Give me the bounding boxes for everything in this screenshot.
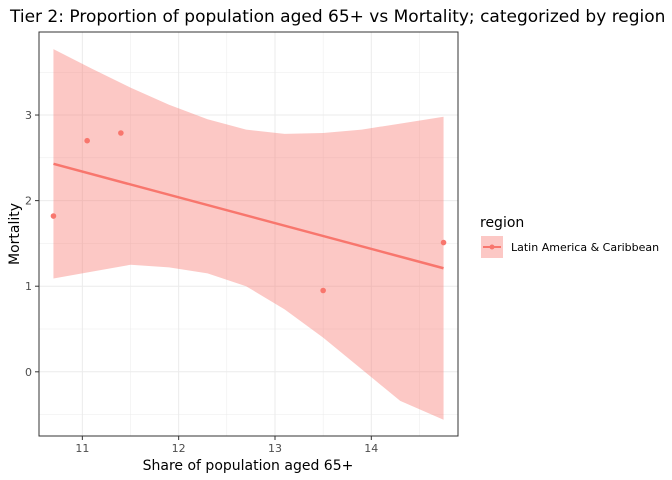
data-point	[118, 130, 124, 136]
y-axis-title: Mortality	[7, 203, 23, 265]
y-tick-label: 1	[25, 280, 32, 293]
trend-line	[53, 162, 444, 270]
minor-grid	[39, 32, 458, 436]
x-axis-title: Share of population aged 65+	[143, 458, 354, 474]
data-point	[50, 213, 57, 219]
legend-label: Latin America & Caribbean	[511, 241, 659, 254]
data-point	[440, 239, 447, 246]
y-tick-label: 2	[25, 195, 32, 208]
chart-title: Tier 2: Proportion of population aged 65…	[9, 7, 665, 27]
data-point	[84, 137, 90, 144]
x-tick-label: 13	[268, 442, 282, 455]
x-tick-label: 12	[172, 442, 186, 455]
y-tick-label: 3	[25, 109, 32, 122]
confidence-band	[53, 49, 444, 420]
data-points	[50, 130, 447, 294]
legend: region Latin America & Caribbean	[480, 215, 659, 258]
legend-title: region	[480, 215, 524, 231]
x-tick-label: 14	[364, 442, 378, 455]
y-tick-label: 0	[25, 366, 32, 379]
plot-border	[38, 31, 459, 437]
y-axis-ticks: 0 1 2 3	[25, 109, 39, 379]
data-point	[320, 287, 326, 294]
x-tick-label: 11	[75, 442, 89, 455]
x-axis-ticks: 11 12 13 14	[75, 436, 378, 455]
major-grid	[39, 32, 458, 436]
trend-line-layer	[53, 162, 444, 270]
plot-background	[39, 32, 458, 436]
confidence-band-layer	[53, 49, 444, 420]
plot-panel	[38, 31, 459, 437]
legend-key-point	[489, 244, 495, 250]
